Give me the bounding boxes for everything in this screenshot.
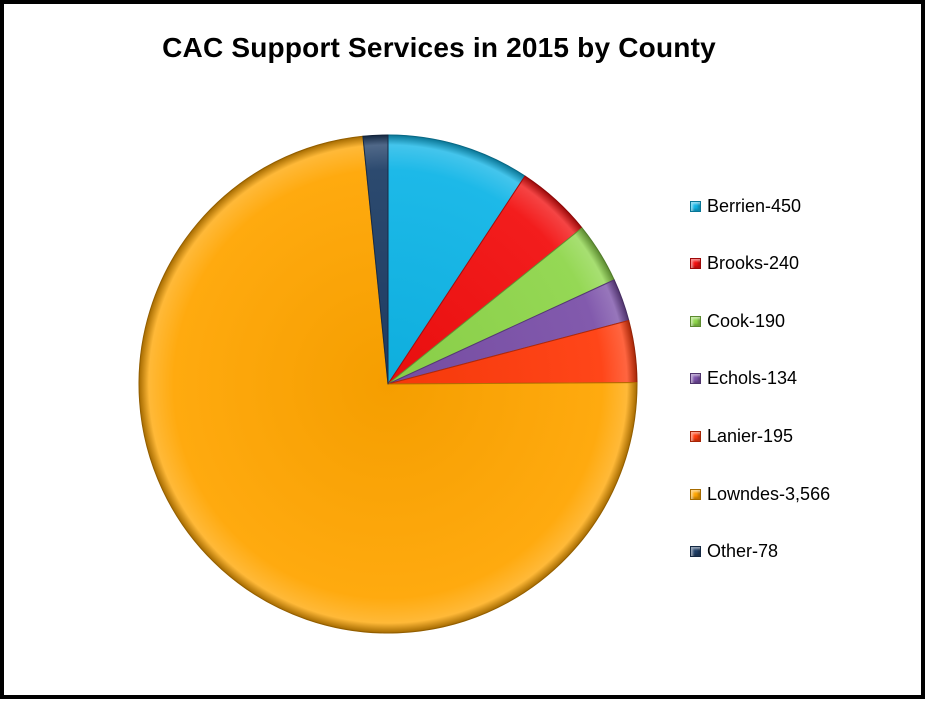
bevel-square-icon	[690, 546, 701, 558]
legend-label: Cook-190	[707, 310, 786, 331]
pie-slice-berrien	[387, 134, 526, 385]
legend-label: Lowndes-3,566	[707, 483, 831, 504]
pie-slice-lowndes	[138, 135, 638, 634]
legend-item-echols: Echols-134	[690, 367, 797, 391]
chart-title: CAC Support Services in 2015 by County	[162, 32, 716, 63]
legend-label: Lanier-195	[707, 425, 794, 446]
legend-item-lowndes: Lowndes-3,566	[690, 482, 830, 506]
legend-label: Berrien-450	[707, 195, 802, 216]
legend-item-cook: Cook-190	[690, 309, 785, 333]
bevel-square-icon	[690, 373, 701, 385]
bevel-square-icon	[690, 200, 701, 212]
legend-label: Other-78	[707, 541, 779, 562]
bevel-square-icon	[690, 258, 701, 270]
legend-label: Brooks-240	[707, 253, 800, 274]
legend-label: Echols-134	[707, 368, 798, 389]
pie-chart	[138, 134, 638, 634]
bevel-square-icon	[690, 488, 701, 500]
legend-item-lanier: Lanier-195	[690, 424, 793, 448]
bevel-square-icon	[690, 315, 701, 327]
legend-item-berrien: Berrien-450	[690, 194, 801, 218]
legend-item-other: Other-78	[690, 540, 778, 564]
legend-item-brooks: Brooks-240	[690, 252, 799, 276]
bevel-square-icon	[690, 430, 701, 442]
pie-slice-other	[362, 134, 389, 385]
